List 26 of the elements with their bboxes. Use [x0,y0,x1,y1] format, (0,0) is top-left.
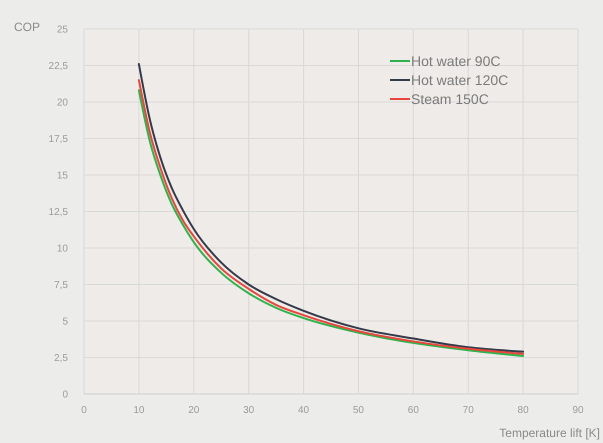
legend-label: Hot water 120C [411,72,508,88]
y-tick-label: 25 [56,24,68,36]
legend-label: Hot water 90C [411,53,500,69]
y-tick-label: 0 [62,390,68,400]
x-tick-label: 70 [462,405,474,416]
y-tick-label: 17,5 [48,134,68,145]
y-tick-label: 7,5 [54,280,68,291]
y-tick-label: 20 [56,98,68,108]
x-tick-label: 60 [408,405,420,416]
x-tick-label: 30 [243,405,255,416]
x-tick-label: 80 [518,405,530,416]
y-tick-label: 22,5 [48,61,68,72]
x-tick-label: 50 [352,405,364,416]
y-axis-title: COP [14,20,40,34]
legend-label: Steam 150C [411,91,489,107]
x-tick-label: 40 [298,405,310,416]
y-tick-label: 10 [56,244,68,254]
y-tick-label: 5 [62,316,68,328]
x-axis-title: Temperature lift [K] [499,426,600,440]
y-tick-label: 12,5 [48,207,68,218]
x-tick-label: 90 [572,405,584,416]
x-tick-label: 20 [188,405,200,416]
x-tick-label: 10 [133,405,145,416]
y-tick-label: 15 [56,170,68,182]
x-tick-label: 0 [81,405,88,416]
y-tick-label: 2,5 [54,353,68,364]
